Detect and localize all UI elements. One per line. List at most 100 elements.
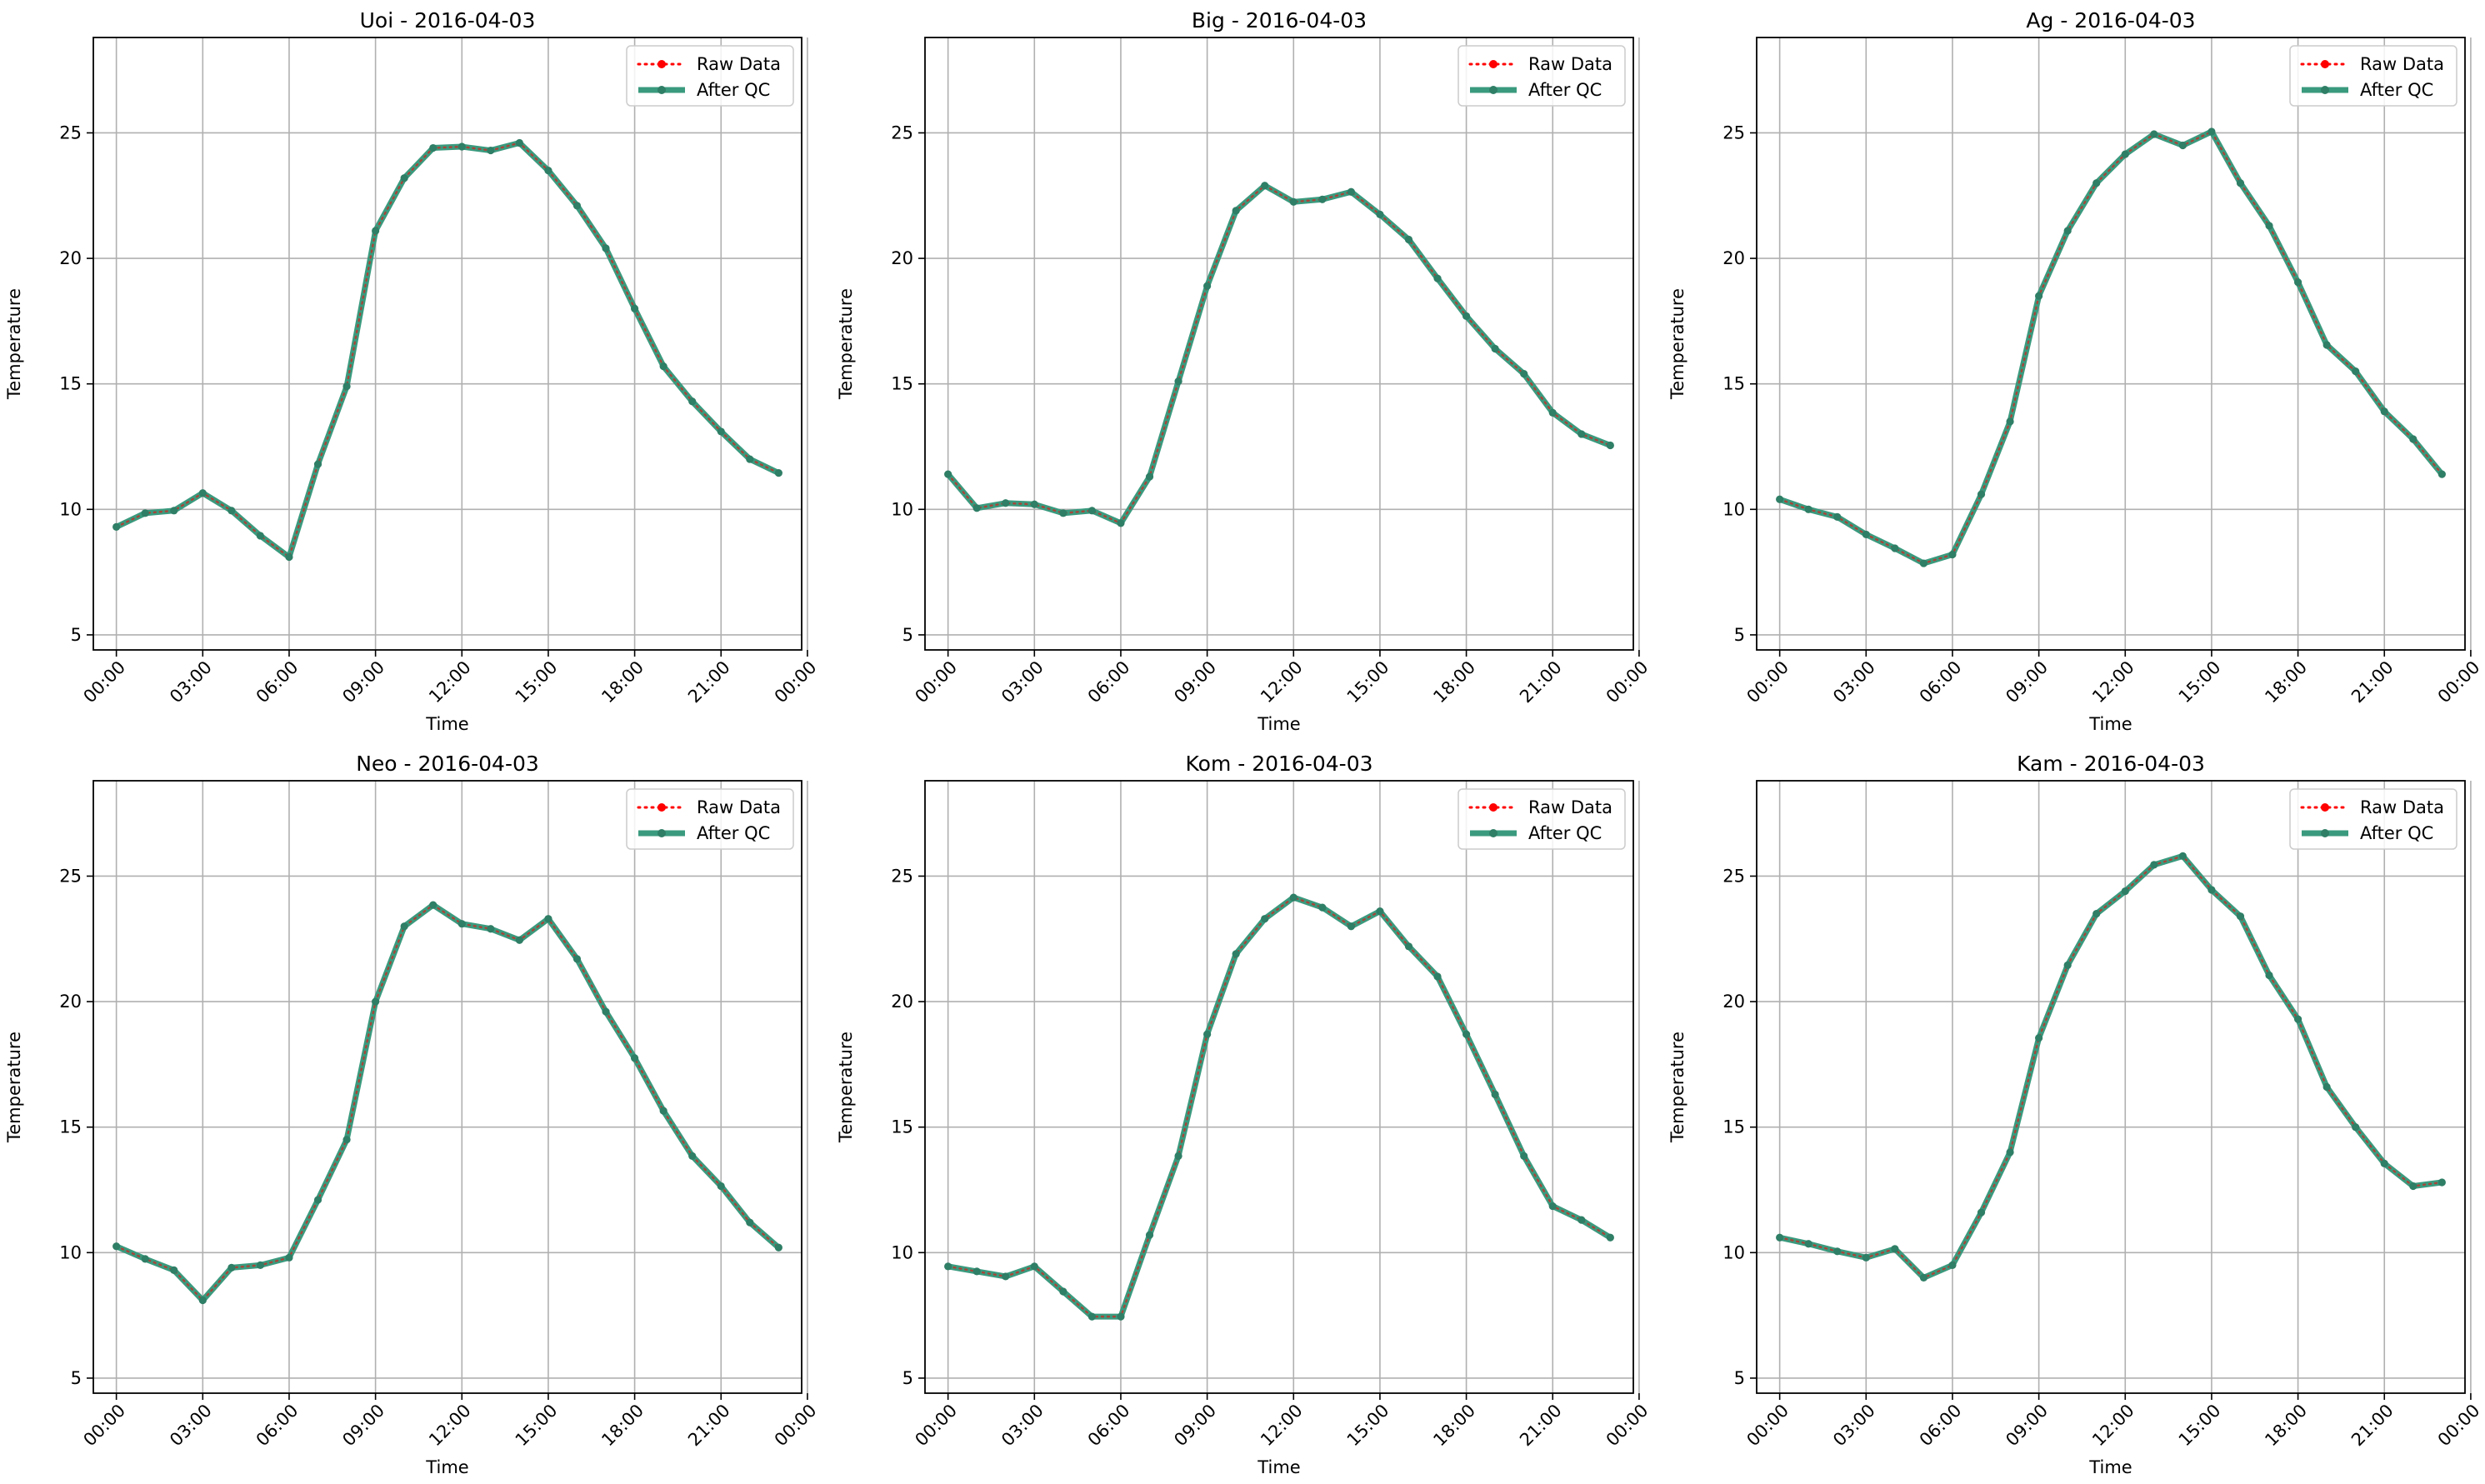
chart-panel-6: 5 10 15 20 25 00:00 03:00 06:00 09:00 12:00 15:00 1… xyxy=(1668,752,2483,1477)
y-tick-label: 20 xyxy=(59,248,82,268)
x-tick-label: 06:00 xyxy=(1916,1401,1966,1451)
x-tick-label: 21:00 xyxy=(1516,1401,1566,1451)
gridlines xyxy=(93,781,808,1393)
data-point xyxy=(544,915,552,923)
data-point xyxy=(2293,1015,2302,1023)
legend: Raw Data After QC xyxy=(626,45,794,107)
data-point xyxy=(1289,893,1298,902)
data-point xyxy=(1948,1261,1957,1269)
legend: Raw Data After QC xyxy=(626,788,794,850)
chart-title: Kam - 2016-04-03 xyxy=(2017,752,2205,776)
legend-marker-raw-data xyxy=(2321,60,2329,68)
data-point xyxy=(1606,1233,1614,1242)
data-point xyxy=(1548,1202,1557,1211)
legend: Raw Data After QC xyxy=(2289,45,2458,107)
legend-marker-raw-data xyxy=(658,60,666,68)
data-point xyxy=(944,1262,952,1271)
legend-label-raw-data: Raw Data xyxy=(1528,54,1612,74)
data-point xyxy=(602,244,610,252)
axes-frame xyxy=(1756,780,2466,1394)
data-point xyxy=(1002,499,1010,507)
data-point xyxy=(2352,367,2360,376)
data-point xyxy=(972,1267,981,1276)
legend-label-after-qc: After QC xyxy=(2360,80,2433,100)
data-point xyxy=(1948,550,1957,559)
y-tick-label: 25 xyxy=(891,122,913,142)
y-tick-label: 15 xyxy=(59,1117,82,1137)
chart-panel-2: 5 10 15 20 25 00:00 03:00 06:00 09:00 12:00 15:00 1… xyxy=(836,8,1652,734)
data-point xyxy=(372,227,380,235)
y-tick-label: 15 xyxy=(1722,1117,1745,1137)
x-tick-label: 09:00 xyxy=(338,657,388,707)
data-point xyxy=(1030,1262,1038,1271)
x-tick-label: 09:00 xyxy=(1170,1401,1220,1451)
x-tick-label: 21:00 xyxy=(684,1401,734,1451)
data-point xyxy=(572,955,582,963)
x-tick-label: 06:00 xyxy=(252,657,302,707)
data-point xyxy=(487,925,495,933)
y-tick-label: 5 xyxy=(1734,1368,1745,1388)
data-point xyxy=(2035,292,2043,300)
legend-marker-raw-data xyxy=(1489,803,1498,812)
x-tick-label: 18:00 xyxy=(598,1401,648,1451)
legend: Raw Data After QC xyxy=(1458,45,1626,107)
legend-label-after-qc: After QC xyxy=(1528,823,1602,843)
x-tick-label: 15:00 xyxy=(2175,657,2225,707)
data-points xyxy=(112,138,782,562)
data-point xyxy=(774,1243,782,1252)
data-point xyxy=(688,397,697,406)
data-point xyxy=(1117,1312,1125,1321)
y-tick-label: 5 xyxy=(71,625,82,645)
data-point xyxy=(400,922,408,931)
data-point xyxy=(1977,490,1986,498)
chart-panel-1: 5 10 15 20 25 00:00 03:00 06:00 09:00 12:00 15:00 1… xyxy=(4,8,820,734)
data-point xyxy=(170,507,178,515)
data-point xyxy=(2121,887,2129,896)
axes-frame xyxy=(1756,37,2466,651)
series-line-raw-data xyxy=(115,142,780,559)
x-tick-label: 12:00 xyxy=(2088,1401,2138,1451)
x-tick-label: 00:00 xyxy=(771,1401,821,1451)
data-point xyxy=(2208,127,2216,136)
legend-marker-after-qc xyxy=(1489,86,1498,94)
data-point xyxy=(2409,435,2418,443)
y-tick-label: 25 xyxy=(1722,122,1745,142)
data-point xyxy=(1606,441,1614,450)
data-point xyxy=(2208,886,2216,894)
legend: Raw Data After QC xyxy=(2289,788,2458,850)
y-axis-label: Temperature xyxy=(4,1032,24,1143)
y-axis-label: Temperature xyxy=(836,288,856,400)
x-tick-label: 18:00 xyxy=(598,657,648,707)
x-tick-label: 15:00 xyxy=(2175,1401,2225,1451)
gridlines xyxy=(93,37,808,650)
data-point xyxy=(2438,470,2446,478)
data-point xyxy=(1404,942,1413,951)
data-point xyxy=(2438,1178,2446,1187)
x-tick-label: 00:00 xyxy=(911,1401,961,1451)
data-point xyxy=(1059,509,1068,517)
data-point xyxy=(2150,861,2158,869)
data-point xyxy=(1404,235,1413,244)
x-axis-label: Time xyxy=(425,714,468,734)
data-point xyxy=(1520,1152,1528,1160)
x-tick-label: 09:00 xyxy=(1170,657,1220,707)
data-point xyxy=(1232,950,1240,958)
x-tick-label: 06:00 xyxy=(1084,657,1134,707)
x-tick-label: 00:00 xyxy=(1602,1401,1652,1451)
data-point xyxy=(1289,197,1298,206)
data-point xyxy=(1862,530,1870,539)
data-point xyxy=(256,532,265,540)
x-tick-label: 03:00 xyxy=(998,657,1048,707)
legend-marker-after-qc xyxy=(658,829,666,837)
data-point xyxy=(2352,1123,2360,1132)
gridlines xyxy=(1757,37,2472,650)
chart-title: Kom - 2016-04-03 xyxy=(1186,752,1373,776)
series-line-after-qc xyxy=(945,182,1613,527)
x-tick-label: 00:00 xyxy=(1742,657,1792,707)
data-point xyxy=(1919,559,1928,567)
data-point xyxy=(1232,207,1240,215)
data-point xyxy=(1833,512,1842,521)
data-point xyxy=(2063,961,2072,970)
x-tick-label: 00:00 xyxy=(79,657,129,707)
x-axis-label: Time xyxy=(425,1457,468,1477)
